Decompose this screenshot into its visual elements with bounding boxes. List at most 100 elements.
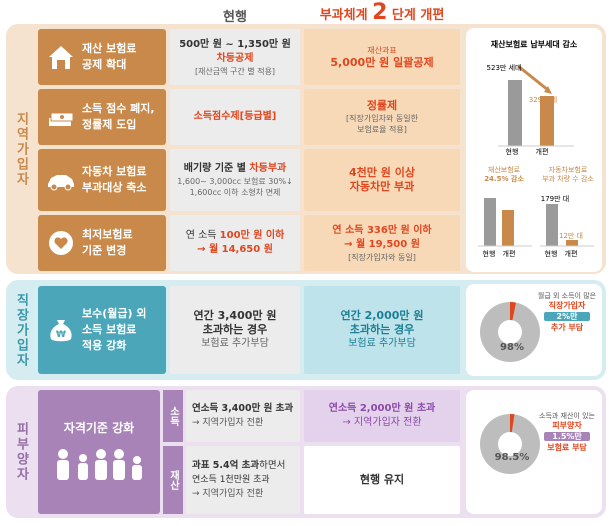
current-text: → 월 14,650 원 [197, 244, 273, 255]
side-title-car: 자동차보험료 부과 차량 수 감소 [536, 166, 600, 184]
reform-text: 연간 2,000만 원 [340, 309, 424, 322]
section-label-workplace: 직장가입자 [13, 292, 29, 368]
reform-note: [직장가입자와 동일한 [346, 114, 418, 123]
bar-chart-small [478, 198, 594, 247]
current-car-premium: 배기량 기준 별 차등부과 1,600~ 3,000cc 보험료 30%↓ 1,… [170, 149, 300, 211]
reform-text: 정률제 [366, 99, 398, 112]
money-bag-icon: ₩ [50, 320, 72, 342]
svg-text:₩: ₩ [56, 330, 66, 340]
side-note-workplace: 월급 외 소득이 많은 직장가입자 2%만 추가 부담 [532, 292, 602, 332]
current-text: 차등공제 [216, 52, 254, 64]
current-text-accent: 100만 원 이하 [219, 230, 285, 241]
category-label-line: 부과대상 축소 [82, 181, 147, 194]
side-title-line: 재산보험료 [487, 166, 521, 174]
category-label-line: 정률제 도입 [82, 118, 137, 131]
current-text: → 지역가입자 전환 [192, 418, 264, 428]
category-label-line: 최저보험료 [82, 228, 133, 241]
side-note-line: 피부양자 [552, 421, 582, 430]
current-minimum-premium: 연 소득 100만 원 이하 → 월 14,650 원 [170, 215, 300, 271]
side-note-line: 추가 부담 [550, 323, 584, 332]
reform-text: 자동차만 부과 [349, 180, 415, 193]
bar-label-car-before: 179만 대 [540, 195, 570, 203]
side-title-regional: 재산보험료 납부세대 감소 [490, 40, 578, 49]
decrease-arrow [517, 64, 549, 92]
axis-label-current: 현행 [505, 148, 519, 156]
current-note: 1,600cc 이하 소형차 면제 [189, 188, 281, 197]
section-label-regional: 지역가입자 [13, 111, 29, 187]
current-text: 초과하는 경우 [202, 323, 268, 336]
current-dependent-income: 연소득 3,400만 원 초과 → 지역가입자 전환 [186, 390, 300, 442]
section-label-dependent: 피부양자 [13, 422, 29, 482]
current-property-deduction: 500만 원 ~ 1,350만 원 차등공제 [재산금액 구간 별 적용] [170, 29, 300, 85]
side-title-line: 24.5% 감소 [484, 175, 524, 183]
reform-income-points: 정률제 [직장가입자와 동일한 보험료율 적용] [304, 89, 460, 145]
reform-text: → 지역가입자 전환 [342, 417, 422, 428]
reform-minimum-premium: 연 소득 336만 원 이하 → 월 19,500 원 [직장가입자와 동일] [304, 215, 460, 271]
bar-label-car-after: 12만 대 [558, 232, 583, 240]
reform-note: 재산과표 [367, 45, 397, 55]
house-icon [49, 46, 73, 69]
side-note-badge: 2%만 [544, 312, 590, 321]
bar-chart-property-households [498, 64, 574, 147]
side-title-line: 부과 차량 수 감소 [542, 175, 594, 183]
bar-property-before [484, 198, 496, 246]
reform-text: → 월 19,500 원 [344, 238, 420, 250]
property-tag: 재산 [163, 446, 183, 514]
reform-property-deduction: 재산과표 5,000만 원 일괄공제 [304, 29, 460, 85]
current-extra-income: 연간 3,400만 원 초과하는 경우 보험료 추가부담 [170, 286, 300, 374]
side-note-line: 소득과 재산이 있는 [539, 412, 595, 420]
bar-label-after: 329만 세대 [528, 96, 558, 113]
money-stack-icon [49, 112, 74, 126]
current-dependent-property: 과표 5.4억 초과하면서 연소득 1천만원 초과 → 지역가입자 전환 [186, 446, 300, 514]
bar-car-before [546, 204, 558, 246]
reform-note: 보험료율 적용] [357, 125, 407, 134]
current-text: 과표 5.4억 초과 [192, 460, 260, 471]
reform-text: 초과하는 경우 [349, 323, 415, 336]
current-note: 보험료 추가부담 [201, 338, 269, 349]
current-text: 배기량 기준 별 [183, 163, 250, 174]
pie-chart-workplace [480, 302, 540, 362]
side-note-dependent: 소득과 재산이 있는 피부양자 1.5%만 보험료 부담 [532, 412, 602, 452]
current-note: [재산금액 구간 별 적용] [194, 66, 276, 76]
axis-label-reform: 개편 [535, 148, 549, 156]
side-title-property: 재산보험료 24.5% 감소 [474, 166, 534, 184]
reform-text: 5,000만 원 일괄공제 [330, 55, 434, 69]
bar-label-before: 523만 세대 [486, 64, 522, 72]
category-label-line: 자격기준 강화 [63, 420, 135, 435]
category-label-line: 기준 변경 [82, 244, 127, 257]
current-text-accent: 차등부과 [249, 163, 287, 174]
bar-before [508, 80, 522, 146]
current-text: 소득점수제[등급별] [193, 111, 277, 122]
reform-note: [직장가입자와 동일] [348, 252, 416, 262]
current-note: 1,600~ 3,000cc 보험료 30%↓ [177, 177, 293, 186]
category-income-points: 소득 점수 폐지, 정률제 도입 [38, 89, 166, 145]
reform-extra-income: 연간 2,000만 원 초과하는 경우 보험료 추가부담 [304, 286, 460, 374]
reform-text: 4천만 원 이상 [349, 166, 415, 179]
category-label-line: 재산 보험료 [82, 42, 137, 55]
heart-coin-icon [49, 231, 73, 255]
category-label-line: 소득 보험료 [82, 323, 137, 336]
current-income-points: 소득점수제[등급별] [170, 89, 300, 145]
category-label-line: 보수(월급) 외 [82, 307, 147, 320]
reform-note: 보험료 추가부담 [348, 338, 416, 349]
current-text: 연소득 3,400만 원 초과 [192, 403, 294, 414]
axis-label-current: 현행 [544, 250, 558, 258]
side-note-badge: 1.5%만 [544, 432, 590, 441]
axis-label-current: 현행 [482, 250, 496, 258]
bar-after [540, 96, 554, 146]
current-text: 연소득 1천만원 초과 [192, 475, 270, 485]
category-label-line: 공제 확대 [82, 58, 127, 71]
reform-dependent-property: 현행 유지 [304, 446, 460, 514]
reform-text: 연 소득 336만 원 이하 [332, 224, 432, 236]
current-text: 하면서 [259, 460, 286, 471]
header-reform-suffix: 단계 개편 [391, 8, 445, 23]
category-label-line: 자동차 보험료 [82, 165, 147, 178]
category-label-line: 적용 강화 [82, 339, 127, 352]
current-text: → 지역가입자 전환 [192, 489, 264, 499]
axis-label-reform: 개편 [564, 250, 578, 258]
reform-text: 현행 유지 [359, 473, 405, 486]
